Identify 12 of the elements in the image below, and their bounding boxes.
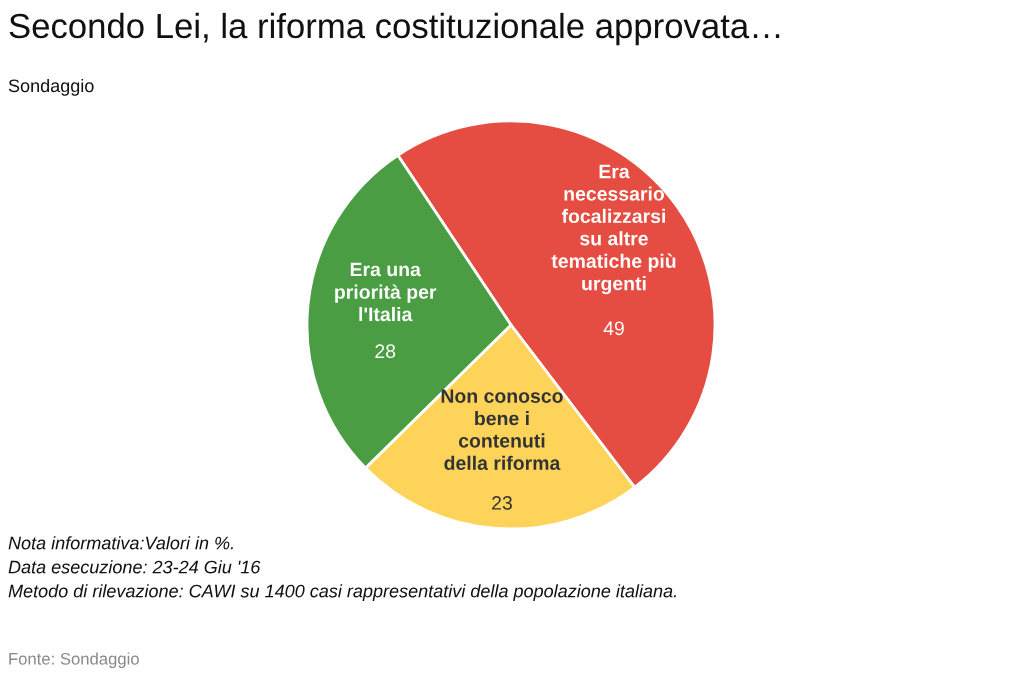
slice-label: Era una priorità per l'Italia bbox=[335, 262, 437, 322]
text: Metodo di rilevazione: CAWI su 1400 casi rappresentativi della popolazione italiana. bbox=[8, 584, 676, 601]
chart-title: Secondo Lei, la riforma costituzionale approvata… bbox=[9, 12, 780, 46]
data-label: 49 bbox=[603, 321, 624, 336]
text: Sondaggio bbox=[8, 78, 94, 96]
data-label: 23 bbox=[492, 496, 512, 510]
source-note: Fonte: Sondaggio bbox=[9, 652, 139, 668]
slice-label: Era necessario focalizzarsi su altre tematiche più urgenti bbox=[551, 164, 676, 295]
text: Data esecuzione: 23-24 Giu '16 bbox=[8, 560, 261, 574]
data-label: 28 bbox=[375, 344, 396, 359]
slice-label: Non conosco bene i contenuti della riforma bbox=[441, 389, 563, 471]
text: Nota informativa:Valori in %. bbox=[8, 536, 233, 550]
